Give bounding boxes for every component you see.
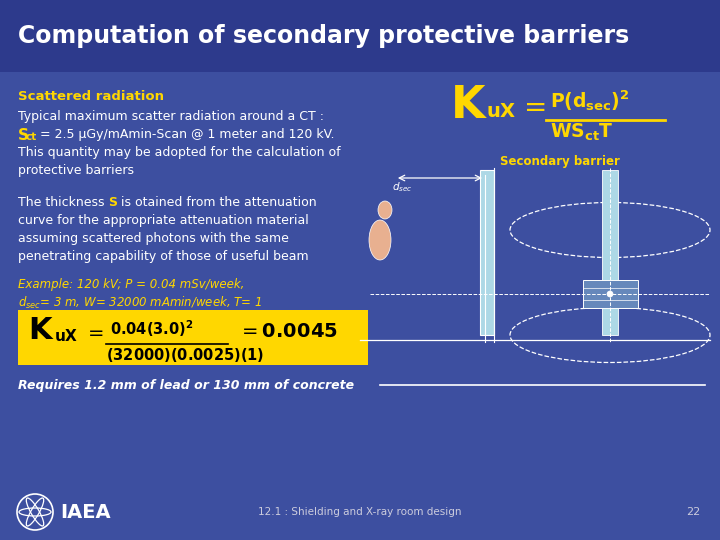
Text: $\mathbf{P(d_{sec})^{2}}$: $\mathbf{P(d_{sec})^{2}}$ [550, 88, 630, 113]
Text: $\mathbf{uX}$: $\mathbf{uX}$ [54, 328, 78, 344]
Bar [480, 170, 494, 335]
Text: $\mathbf{uX}$: $\mathbf{uX}$ [486, 102, 516, 121]
Text: Example: 120 kV; P = 0.04 mSv/week,: Example: 120 kV; P = 0.04 mSv/week, [18, 278, 244, 291]
Text: $= \mathbf{0.0045}$: $= \mathbf{0.0045}$ [238, 322, 338, 341]
Ellipse shape [607, 291, 613, 297]
Text: S: S [18, 128, 29, 143]
Text: 12.1 : Shielding and X-ray room design: 12.1 : Shielding and X-ray room design [258, 507, 462, 517]
Text: IAEA: IAEA [60, 503, 111, 522]
Ellipse shape [378, 201, 392, 219]
Bar [0, 0, 720, 72]
Text: Requires 1.2 mm of lead or 130 mm of concrete: Requires 1.2 mm of lead or 130 mm of con… [18, 379, 354, 392]
Text: is otained from the attenuation: is otained from the attenuation [117, 196, 317, 209]
Text: ct: ct [26, 132, 37, 142]
Text: The thickness: The thickness [18, 196, 109, 209]
Text: Secondary barrier: Secondary barrier [500, 155, 620, 168]
Text: $\mathbf{K}$: $\mathbf{K}$ [450, 84, 488, 127]
Text: penetrating capability of those of useful beam: penetrating capability of those of usefu… [18, 250, 309, 263]
Text: curve for the appropriate attenuation material: curve for the appropriate attenuation ma… [18, 214, 309, 227]
Text: Typical maximum scatter radiation around a CT :: Typical maximum scatter radiation around… [18, 110, 324, 123]
Text: $=$: $=$ [518, 92, 546, 120]
Text: $d_{sec}$= 3 m, W= 32000 mAmin/week, T= 1: $d_{sec}$= 3 m, W= 32000 mAmin/week, T= … [18, 295, 262, 311]
Text: assuming scattered photons with the same: assuming scattered photons with the same [18, 232, 289, 245]
Text: $\mathbf{K}$: $\mathbf{K}$ [28, 316, 55, 345]
Text: 22: 22 [685, 507, 700, 517]
Text: $=$: $=$ [84, 322, 104, 341]
Bar [602, 170, 618, 280]
Text: $\mathbf{0.04(3.0)^2}$: $\mathbf{0.04(3.0)^2}$ [110, 318, 194, 339]
Text: $\mathbf{(32000)(0.0025)(1)}$: $\mathbf{(32000)(0.0025)(1)}$ [106, 346, 264, 364]
Text: $\mathbf{WS_{ct}T}$: $\mathbf{WS_{ct}T}$ [550, 122, 613, 143]
Text: = 2.5 μGy/mAmin-Scan @ 1 meter and 120 kV.: = 2.5 μGy/mAmin-Scan @ 1 meter and 120 k… [40, 128, 335, 141]
Bar [18, 310, 368, 365]
Text: $d_{sec}$: $d_{sec}$ [392, 180, 413, 194]
Text: This quantity may be adopted for the calculation of: This quantity may be adopted for the cal… [18, 146, 341, 159]
Bar [602, 308, 618, 335]
Ellipse shape [369, 220, 391, 260]
Text: protective barriers: protective barriers [18, 164, 134, 177]
Text: Scattered radiation: Scattered radiation [18, 90, 164, 103]
Bar [583, 280, 638, 308]
Text: S: S [108, 196, 117, 209]
Text: Computation of secondary protective barriers: Computation of secondary protective barr… [18, 24, 629, 48]
